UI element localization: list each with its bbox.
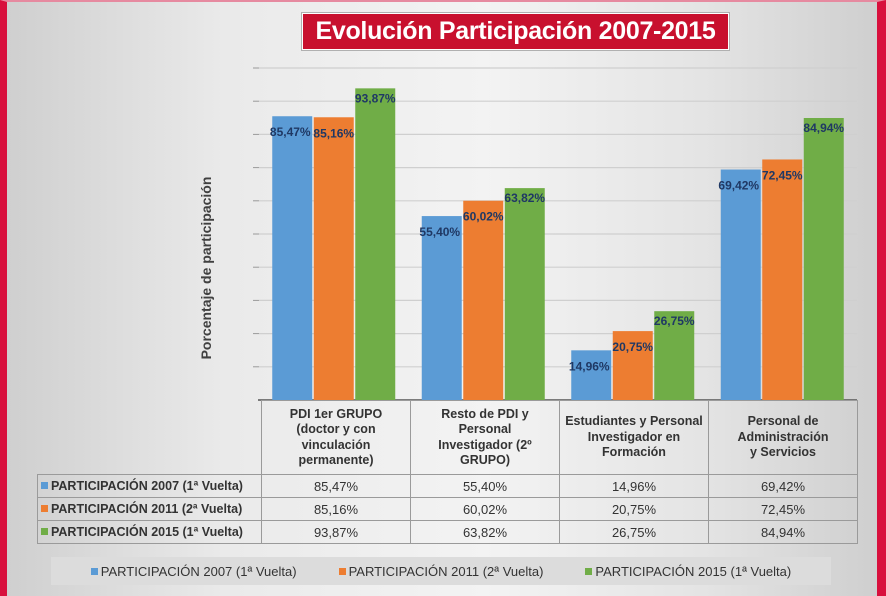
data-label: 85,16%	[313, 126, 354, 140]
data-cell: 93,87%	[261, 520, 411, 544]
data-table-header-row: PDI 1er GRUPO (doctor y con vinculación per…	[37, 400, 858, 475]
category-label: Resto de PDI y Personal Investigador (2º GR…	[410, 400, 560, 475]
bar	[720, 169, 761, 400]
data-cell: 14,96%	[559, 474, 709, 498]
legend-swatch-icon	[585, 567, 593, 575]
data-cell: 26,75%	[559, 520, 709, 544]
bar	[421, 216, 462, 400]
data-table-row: PARTICIPACIÓN 2015 (1ª Vuelta) 93,87% 63…	[37, 520, 858, 544]
series-name-cell: PARTICIPACIÓN 2011 (2ª Vuelta)	[37, 497, 262, 521]
bar	[313, 117, 354, 400]
data-label: 72,45%	[762, 168, 803, 182]
data-cell: 72,45%	[708, 497, 858, 521]
data-cell: 85,47%	[261, 474, 411, 498]
data-cell: 84,94%	[708, 520, 858, 544]
legend-item: PARTICIPACIÓN 2011 (2ª Vuelta)	[338, 564, 543, 579]
data-label: 20,75%	[612, 340, 653, 354]
data-label: 55,40%	[419, 225, 460, 239]
category-label: Estudiantes y Personal Investigador en For…	[559, 400, 709, 475]
data-table-row: PARTICIPACIÓN 2011 (2ª Vuelta) 85,16% 60…	[37, 497, 858, 521]
data-label: 93,87%	[355, 91, 396, 105]
data-label: 63,82%	[504, 191, 545, 205]
data-cell: 63,82%	[410, 520, 560, 544]
series-name-cell: PARTICIPACIÓN 2007 (1ª Vuelta)	[37, 474, 262, 498]
data-table: PDI 1er GRUPO (doctor y con vinculación per…	[37, 400, 858, 544]
data-label: 69,42%	[718, 179, 759, 193]
data-table-row: PARTICIPACIÓN 2007 (1ª Vuelta) 85,47% 55…	[37, 474, 858, 498]
data-label: 14,96%	[569, 359, 610, 373]
data-label: 60,02%	[463, 210, 504, 224]
bar	[463, 200, 504, 400]
bar	[355, 88, 396, 401]
bar	[803, 117, 844, 400]
data-cell: 69,42%	[708, 474, 858, 498]
legend-swatch-icon	[41, 482, 48, 489]
bar	[571, 350, 612, 400]
data-label: 84,94%	[803, 121, 844, 135]
data-cell: 85,16%	[261, 497, 411, 521]
legend-item: PARTICIPACIÓN 2015 (1ª Vuelta)	[585, 564, 791, 579]
legend-swatch-icon	[90, 567, 98, 575]
category-label: Personal de Administración y Servicios	[708, 400, 858, 475]
data-label: 85,47%	[270, 125, 311, 139]
bar	[762, 159, 803, 400]
data-label: 26,75%	[654, 314, 695, 328]
data-cell: 55,40%	[410, 474, 560, 498]
chart-title: Evolución Participación 2007-2015	[302, 13, 729, 50]
series-name-cell: PARTICIPACIÓN 2015 (1ª Vuelta)	[37, 520, 262, 544]
data-cell: 20,75%	[559, 497, 709, 521]
legend-swatch-icon	[41, 505, 48, 512]
category-label: PDI 1er GRUPO (doctor y con vinculación per…	[261, 400, 411, 475]
chart-legend: PARTICIPACIÓN 2007 (1ª Vuelta) PARTICIPA…	[51, 557, 831, 585]
bar	[654, 311, 695, 400]
bar	[504, 188, 545, 400]
legend-item: PARTICIPACIÓN 2007 (1ª Vuelta)	[90, 564, 297, 579]
bar	[612, 331, 653, 400]
data-table-corner	[37, 400, 262, 475]
data-cell: 60,02%	[410, 497, 560, 521]
legend-swatch-icon	[338, 567, 346, 575]
legend-swatch-icon	[41, 528, 48, 535]
bar	[272, 116, 313, 401]
